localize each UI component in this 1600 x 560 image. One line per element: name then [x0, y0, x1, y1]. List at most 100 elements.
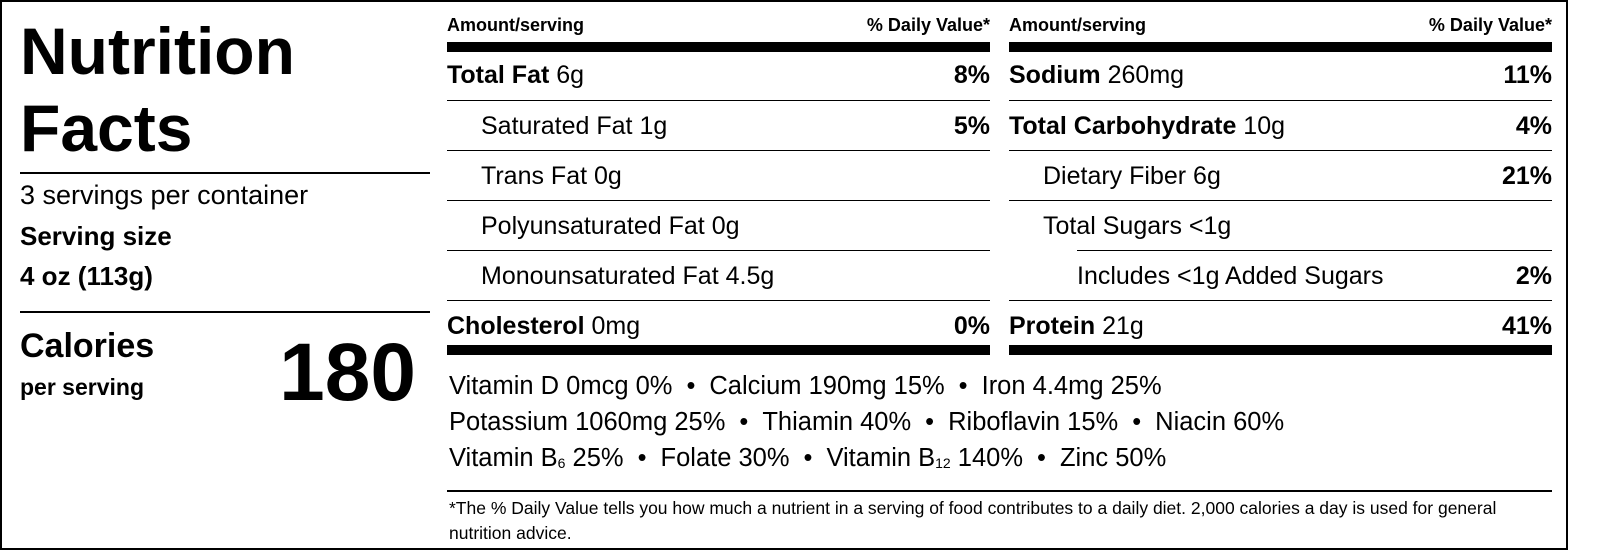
nutrient-name: Sodium 260mg	[1009, 50, 1184, 100]
nutrient-name: Total Fat 6g	[447, 50, 584, 100]
nutrient-label: Cholesterol	[447, 312, 585, 340]
nutrient-row: Includes <1g Added Sugars 2%	[1077, 250, 1552, 301]
vitamin-item: Iron 4.4mg 25%	[981, 372, 1162, 400]
daily-value-percent: 11%	[1503, 61, 1552, 89]
nutrient-label: Total Sugars	[1043, 212, 1182, 240]
nutrient-amount: 21g	[1102, 312, 1144, 340]
vitamin-line: Vitamin B6 25% • Folate 30% • Vitamin B12 14…	[449, 440, 1166, 481]
daily-value-percent: 41%	[1501, 312, 1552, 340]
divider	[20, 311, 430, 313]
nutrient-name: Monounsaturated Fat 4.5g	[481, 251, 774, 301]
nutrient-amount: 1g	[639, 112, 668, 140]
daily-value-percent: 8%	[953, 61, 990, 89]
nutrient-label: Polyunsaturated Fat	[481, 212, 705, 240]
nutrient-row: Dietary Fiber 6g 21%	[1009, 150, 1552, 201]
amount-per-serving-header: Amount/serving	[447, 15, 585, 35]
vitamin-line: Vitamin D 0mcg 0% • Calcium 190mg 15% • Iron…	[449, 368, 1162, 404]
nutrient-name: Dietary Fiber 6g	[1043, 151, 1221, 201]
nutrient-row: Polyunsaturated Fat 0g	[447, 200, 990, 251]
vitamin-item: Folate 30%	[660, 444, 790, 472]
title-line-2: Facts	[20, 91, 193, 165]
nutrient-label: Protein	[1009, 312, 1096, 340]
nutrient-name: Cholesterol 0mg	[447, 301, 640, 351]
nutrient-label: Trans Fat	[481, 162, 588, 190]
nutrient-label: Saturated Fat	[481, 112, 633, 140]
daily-value-percent: 0%	[953, 312, 990, 340]
thick-bar	[1009, 345, 1552, 355]
daily-value-percent: 2%	[1515, 262, 1552, 290]
daily-value-header: % Daily Value*	[866, 15, 990, 35]
footnote: *The % Daily Value tells you how much a …	[449, 498, 1497, 543]
nutrient-name: Total Carbohydrate 10g	[1009, 101, 1285, 151]
nutrient-label: Total Carbohydrate	[1009, 112, 1237, 140]
daily-value-percent: 21%	[1501, 162, 1552, 190]
bullet-separator: •	[686, 372, 696, 400]
nutrient-row: Sodium 260mg 11%	[1009, 50, 1552, 100]
nutrient-row: Total Sugars <1g	[1009, 200, 1552, 251]
vitamin-item: Calcium 190mg 15%	[709, 372, 945, 400]
title-line-1: Nutrition	[20, 14, 295, 88]
calories-label: Calories	[20, 327, 155, 365]
nutrient-column-right: Amount/serving % Daily Value* Sodium 260mg…	[1009, 2, 1552, 362]
nutrient-label: Total Fat	[447, 61, 550, 89]
serving-size-value: 4 oz (113g)	[20, 261, 153, 291]
daily-value-percent: 4%	[1515, 112, 1552, 140]
divider	[20, 172, 430, 174]
daily-value-header: % Daily Value*	[1428, 15, 1552, 35]
thick-bar	[447, 42, 990, 52]
vitamin-item: Vitamin B6 25%	[449, 444, 624, 472]
nutrient-label: Dietary Fiber	[1043, 162, 1187, 190]
nutrient-name: Saturated Fat 1g	[481, 101, 667, 151]
nutrient-amount: 260mg	[1107, 61, 1185, 89]
nutrient-name: Total Sugars <1g	[1043, 201, 1231, 251]
vitamin-item: Riboflavin 15%	[948, 408, 1119, 436]
bullet-separator: •	[1037, 444, 1046, 472]
calories-per-serving: per serving	[20, 374, 144, 400]
bullet-separator: •	[739, 408, 749, 436]
vitamin-item: Niacin 60%	[1155, 408, 1285, 436]
nutrient-row: Protein 21g 41%	[1009, 300, 1552, 351]
nutrient-amount: 10g	[1243, 112, 1286, 140]
calories-value: 180	[279, 327, 416, 418]
nutrient-amount: 0mg	[591, 312, 641, 340]
nutrient-amount: 6g	[1193, 162, 1221, 190]
thick-bar	[1009, 42, 1552, 52]
nutrient-label: Includes <1g Added Sugars	[1077, 262, 1384, 290]
bullet-separator: •	[637, 444, 647, 472]
nutrient-amount: 0g	[711, 212, 740, 240]
nutrient-amount: 0g	[594, 162, 622, 190]
nutrient-amount: 4.5g	[725, 262, 775, 290]
bullet-separator: •	[958, 372, 968, 400]
nutrient-row: Total Carbohydrate 10g 4%	[1009, 100, 1552, 151]
nutrient-name: Includes <1g Added Sugars	[1077, 251, 1383, 301]
nutrient-row: Cholesterol 0mg 0%	[447, 300, 990, 351]
servings-per-container: 3 servings per container	[20, 180, 309, 210]
amount-per-serving-header: Amount/serving	[1009, 15, 1147, 35]
thick-bar	[447, 345, 990, 355]
bullet-separator: •	[925, 408, 935, 436]
vitamin-line: Potassium 1060mg 25% • Thiamin 40% • Ribofla…	[449, 404, 1284, 440]
nutrient-row: Monounsaturated Fat 4.5g	[447, 250, 990, 301]
vitamin-item: Potassium 1060mg 25%	[449, 408, 726, 436]
serving-size-label: Serving size	[20, 221, 172, 251]
nutrient-name: Polyunsaturated Fat 0g	[481, 201, 740, 251]
nutrient-label: Sodium	[1009, 61, 1101, 89]
nutrient-amount: <1g	[1188, 212, 1232, 240]
nutrient-name: Trans Fat 0g	[481, 151, 622, 201]
nutrient-row: Trans Fat 0g	[447, 150, 990, 201]
bullet-separator: •	[1132, 408, 1142, 436]
divider	[447, 490, 1552, 492]
vitamin-item: Thiamin 40%	[762, 408, 912, 436]
vitamin-item: Vitamin B12 140%	[826, 444, 1024, 472]
nutrition-facts-label: Nutrition Facts 3 servings per container…	[0, 0, 1568, 550]
nutrient-name: Protein 21g	[1009, 301, 1144, 351]
nutrient-row: Saturated Fat 1g 5%	[447, 100, 990, 151]
nutrient-label: Monounsaturated Fat	[481, 262, 719, 290]
nutrient-column-left: Amount/serving % Daily Value* Total Fat 6g…	[447, 2, 990, 362]
nutrient-amount: 6g	[556, 61, 585, 89]
vitamin-item: Zinc 50%	[1059, 444, 1167, 472]
vitamin-item: Vitamin D 0mcg 0%	[449, 372, 673, 400]
bullet-separator: •	[803, 444, 813, 472]
nutrient-row: Total Fat 6g 8%	[447, 50, 990, 100]
daily-value-percent: 5%	[953, 112, 990, 140]
